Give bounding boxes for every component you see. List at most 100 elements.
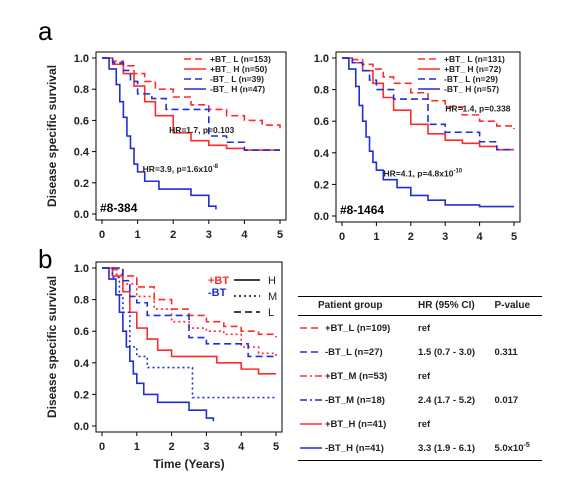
legend-entry: +BT_ H (n=50) bbox=[210, 64, 267, 74]
cell-hr: ref bbox=[418, 418, 431, 430]
survival-curve-3 bbox=[102, 267, 276, 358]
cell-p-value bbox=[492, 412, 542, 436]
table-row: -BT_M (n=18) 2.4 (1.7 - 5.2) 0.017 bbox=[298, 388, 542, 412]
x-tick-label: 1 bbox=[134, 441, 140, 453]
cell-hr: 3.3 (1.9 - 6.1) bbox=[416, 436, 493, 461]
y-tick-label: 0.0 bbox=[314, 211, 329, 223]
legend-group-label: +BT bbox=[208, 275, 229, 287]
y-tick-label: 0.2 bbox=[74, 178, 89, 190]
plot-label: #8-384 bbox=[100, 201, 138, 215]
legend: +BT_ L (n=153)+BT_ H (n=50)-BT_ L (n=39)… bbox=[184, 54, 271, 94]
table-header-row: Patient group HR (95% CI) P-value bbox=[298, 296, 542, 316]
x-tick-label: 4 bbox=[477, 231, 484, 243]
header-hr: HR (95% CI) bbox=[416, 296, 493, 316]
y-tick-label: 0.4 bbox=[74, 358, 90, 370]
x-tick-label: 2 bbox=[408, 231, 414, 243]
x-tick-label: 5 bbox=[273, 441, 279, 453]
y-axis-label: Disease specific survival bbox=[45, 65, 59, 207]
legend-entry: -BT_ L (n=29) bbox=[444, 74, 498, 84]
line-style-swatch bbox=[300, 375, 322, 377]
plot-frame bbox=[95, 51, 287, 221]
chart-8-1464: 0 1 2 3 4 5 0.0 0.2 0.4 0.6 0.8 1.0 #8-1464 HR=1.4, p… bbox=[314, 51, 521, 243]
y-tick-label: 0.4 bbox=[314, 148, 330, 160]
cell-patient-group: +BT_L (n=109) bbox=[298, 316, 416, 341]
x-tick-label: 3 bbox=[203, 441, 209, 453]
plot-frame bbox=[335, 51, 521, 223]
panel-label-a: a bbox=[38, 16, 53, 46]
legend-entry: -BT_ H (n=57) bbox=[444, 84, 499, 94]
plot-frame bbox=[95, 261, 283, 433]
legend: +BT_ L (n=131)+BT_ H (n=72)-BT_ L (n=29)… bbox=[418, 54, 505, 94]
legend-entry: -BT_ L (n=39) bbox=[210, 74, 264, 84]
y-tick-label: 0.6 bbox=[74, 326, 89, 338]
y-tick-label: 0.8 bbox=[314, 85, 329, 97]
group-label: +BT_M (n=53) bbox=[325, 370, 388, 382]
results-table: Patient group HR (95% CI) P-value +BT_L … bbox=[298, 296, 542, 461]
group-label: +BT_H (n=41) bbox=[325, 418, 387, 430]
legend-style-label: L bbox=[268, 307, 274, 319]
survival-curve-5 bbox=[102, 267, 215, 422]
header-patient-group: Patient group bbox=[298, 296, 417, 316]
chart-combined: 0 1 2 3 4 5 0.0 0.2 0.4 0.6 0.8 1.0 Disease specific… bbox=[45, 261, 283, 471]
hr-annotation-0: HR=1.4, p=0.338 bbox=[445, 104, 510, 114]
x-tick-label: 1 bbox=[373, 231, 379, 243]
x-tick-label: 5 bbox=[511, 231, 517, 243]
line-style-swatch bbox=[300, 447, 322, 449]
cell-p-value: 5.0x10-5 bbox=[492, 436, 542, 461]
y-tick-label: 0.8 bbox=[74, 84, 89, 96]
table-row: +BT_H (n=41) ref bbox=[298, 412, 542, 436]
y-tick-label: 0.6 bbox=[314, 116, 329, 128]
survival-curve-1 bbox=[102, 267, 277, 357]
cell-patient-group: -BT_M (n=18) bbox=[298, 388, 416, 412]
x-axis-label: Time (Years) bbox=[153, 457, 224, 471]
y-tick-label: 1.0 bbox=[314, 53, 329, 65]
panel-label-b: b bbox=[38, 244, 52, 274]
table-row: +BT_M (n=53) ref bbox=[298, 364, 542, 388]
legend-group-label: -BT bbox=[208, 287, 227, 299]
group-label: -BT_H (n=41) bbox=[325, 442, 384, 454]
group-label: -BT_L (n=27) bbox=[325, 346, 383, 358]
x-tick-label: 3 bbox=[206, 229, 212, 241]
table-row: -BT_L (n=27) 1.5 (0.7 - 3.0) 0.311 bbox=[298, 340, 542, 364]
y-tick-label: 0.0 bbox=[74, 209, 89, 221]
legend-entry: +BT_ L (n=153) bbox=[210, 54, 271, 64]
legend-entry: +BT_ L (n=131) bbox=[444, 54, 505, 64]
line-style-swatch bbox=[300, 399, 322, 401]
cell-hr: ref bbox=[418, 370, 431, 382]
hr-annotation-1: HR=4.1, p=4.8x10-10 bbox=[384, 169, 463, 179]
survival-curve-2 bbox=[342, 57, 514, 151]
cell-p-value bbox=[492, 316, 542, 341]
cell-hr: 1.5 (0.7 - 3.0) bbox=[418, 346, 476, 358]
cell-p-value: 0.311 bbox=[494, 346, 518, 358]
y-tick-label: 0.2 bbox=[74, 389, 89, 401]
survival-curve-4 bbox=[102, 267, 276, 399]
group-label: -BT_M (n=18) bbox=[325, 394, 385, 406]
chart-8-384: 0 1 2 3 4 5 0.0 0.2 0.4 0.6 0.8 1.0 Disease specific… bbox=[45, 51, 287, 241]
survival-curve-2 bbox=[102, 267, 276, 375]
cell-hr: 2.4 (1.7 - 5.2) bbox=[418, 394, 476, 406]
header-p-value: P-value bbox=[492, 296, 542, 316]
y-axis-label: Disease specific survival bbox=[45, 276, 59, 418]
line-style-swatch bbox=[300, 423, 322, 425]
cell-p-value: 0.017 bbox=[494, 394, 519, 406]
survival-curve-0 bbox=[102, 57, 281, 129]
legend-style-label: M bbox=[268, 291, 277, 303]
group-label: +BT_L (n=109) bbox=[325, 322, 391, 334]
x-tick-label: 0 bbox=[99, 441, 105, 453]
cell-patient-group: -BT_H (n=41) bbox=[298, 436, 417, 461]
p-value-exponent: -5 bbox=[523, 441, 530, 449]
y-tick-label: 0.0 bbox=[74, 421, 89, 433]
legend-style-label: H bbox=[268, 275, 276, 287]
y-tick-label: 0.8 bbox=[74, 295, 89, 307]
legend-entry: -BT_ H (n=47) bbox=[210, 84, 265, 94]
y-tick-label: 1.0 bbox=[74, 263, 89, 275]
y-tick-label: 0.6 bbox=[74, 115, 89, 127]
survival-curve-3 bbox=[102, 57, 217, 210]
cell-patient-group: +BT_M (n=53) bbox=[298, 364, 416, 388]
y-tick-label: 1.0 bbox=[74, 53, 89, 65]
plot-label: #8-1464 bbox=[340, 203, 384, 217]
x-tick-label: 2 bbox=[170, 229, 176, 241]
hr-annotation-0: HR=1.7, p=0.103 bbox=[169, 125, 234, 135]
y-tick-label: 0.2 bbox=[314, 179, 329, 191]
x-tick-label: 0 bbox=[339, 231, 345, 243]
